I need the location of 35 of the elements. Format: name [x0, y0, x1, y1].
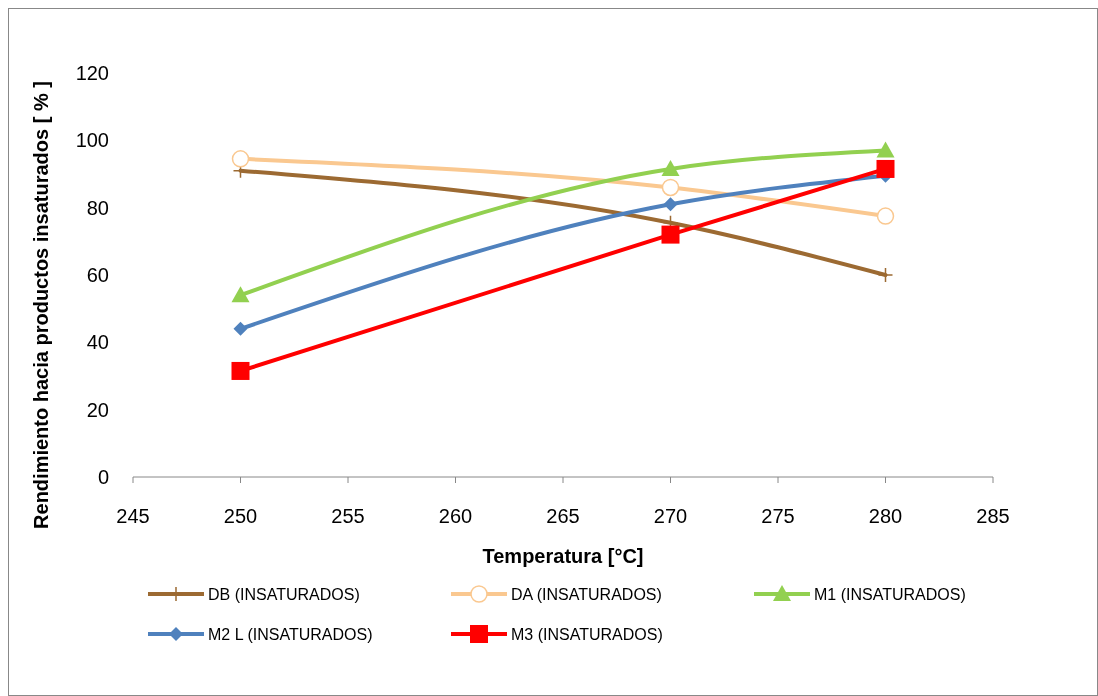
x-tick-label: 275	[761, 505, 795, 527]
point	[231, 286, 250, 303]
point	[876, 159, 895, 178]
x-tick-label: 255	[331, 505, 365, 527]
legend-label: M3 (INSATURADOS)	[511, 626, 663, 643]
point	[877, 267, 894, 283]
point	[233, 321, 248, 336]
point	[876, 207, 895, 225]
x-tick-label: 260	[438, 505, 473, 527]
point	[876, 141, 895, 158]
y-tick-label: 20	[86, 398, 109, 421]
point	[661, 159, 680, 176]
point	[231, 361, 250, 380]
x-tick-label: 245	[116, 505, 150, 527]
y-tick-label: 80	[86, 196, 109, 219]
y-tick-label: 100	[75, 129, 109, 152]
legend-label: DA (INSATURADOS)	[511, 586, 662, 603]
y-axis-title: Rendimiento hacia productos insaturados [ % ]	[30, 81, 52, 529]
y-tick-label: 60	[86, 264, 109, 286]
x-tick-label: 280	[868, 505, 903, 527]
y-tick-label: 40	[86, 331, 109, 354]
legend-label: DB (INSATURADOS)	[208, 586, 360, 603]
x-axis-title: Temperatura [°C]	[482, 545, 644, 567]
legend-label: M2 L (INSATURADOS)	[208, 626, 373, 643]
point	[663, 197, 678, 212]
y-tick-label: 0	[97, 466, 109, 488]
point	[231, 150, 250, 168]
x-tick-label: 285	[976, 505, 1010, 527]
point	[661, 225, 680, 244]
x-tick-label: 250	[223, 505, 258, 527]
x-tick-label: 270	[653, 505, 688, 527]
point	[661, 178, 680, 197]
legend-label: M1 (INSATURADOS)	[814, 586, 966, 603]
x-tick-label: 265	[546, 505, 580, 527]
y-tick-label: 120	[75, 62, 109, 84]
